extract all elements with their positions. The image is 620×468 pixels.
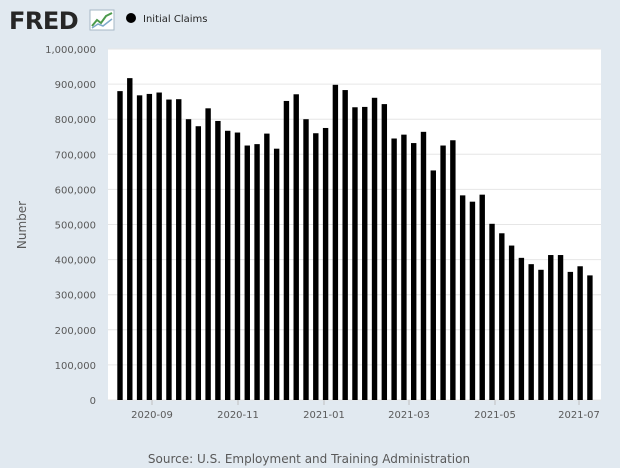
- bar: [244, 145, 250, 400]
- bar: [146, 93, 153, 400]
- line-graph-icon: [89, 9, 115, 31]
- legend[interactable]: Initial Claims: [126, 13, 207, 25]
- x-tick-label: 2021-01: [303, 410, 345, 421]
- bar: [557, 255, 564, 400]
- brand-name: FRED: [9, 7, 78, 35]
- bar: [440, 145, 446, 400]
- legend-label: Initial Claims: [143, 14, 207, 25]
- bar: [518, 257, 525, 400]
- bar: [508, 245, 515, 400]
- bar: [293, 94, 299, 401]
- bar: [391, 138, 397, 400]
- bar: [127, 78, 133, 401]
- bar: [459, 195, 466, 400]
- bar: [176, 99, 182, 401]
- bar: [362, 106, 368, 400]
- fred-logo[interactable]: FRED: [9, 7, 115, 35]
- bar: [587, 275, 593, 400]
- y-tick-label: 100,000: [55, 361, 96, 372]
- bar: [567, 271, 574, 400]
- y-tick-label: 600,000: [55, 185, 96, 196]
- y-axis-ticks: 0 100,000 200,000 300,000 400,000 500,000 600,…: [45, 45, 96, 407]
- bar: [205, 108, 211, 400]
- y-tick-label: 500,000: [55, 221, 96, 232]
- y-tick-label: 700,000: [55, 150, 96, 161]
- bar: [117, 91, 123, 401]
- y-tick-label: 900,000: [55, 80, 96, 91]
- x-tick-label: 2021-03: [388, 410, 430, 421]
- y-tick-label: 400,000: [55, 256, 96, 267]
- x-tick-label: 2020-11: [217, 410, 259, 421]
- y-tick-label: 0: [90, 396, 96, 407]
- bar: [430, 170, 436, 400]
- bar: [342, 90, 348, 400]
- bar: [371, 97, 378, 400]
- bar: [479, 194, 485, 400]
- bar: [156, 92, 162, 401]
- bar: [499, 233, 505, 400]
- bar: [273, 148, 280, 400]
- bar: [489, 223, 495, 400]
- bar: [548, 255, 554, 400]
- bar: [420, 131, 427, 400]
- y-axis-title: Number: [15, 201, 29, 249]
- y-tick-label: 200,000: [55, 326, 96, 337]
- y-tick-label: 1,000,000: [45, 45, 96, 56]
- bar: [283, 100, 290, 400]
- legend-marker: [126, 13, 136, 23]
- bar: [224, 130, 231, 400]
- bar: [254, 144, 260, 400]
- bar: [411, 143, 417, 400]
- y-tick-label: 300,000: [55, 291, 96, 302]
- bar: [322, 127, 329, 400]
- bar: [538, 269, 544, 400]
- bar: [313, 133, 319, 401]
- bar: [166, 99, 172, 400]
- bar: [381, 104, 388, 401]
- bar: [234, 132, 241, 400]
- x-tick-label: 2021-05: [474, 410, 516, 421]
- y-tick-label: 800,000: [55, 115, 96, 126]
- source-note: Source: U.S. Employment and Training Adm…: [148, 452, 470, 466]
- bar: [303, 119, 309, 400]
- bar: [136, 95, 143, 400]
- bar: [264, 133, 270, 400]
- bar: [577, 266, 583, 400]
- x-axis-ticks: 2020-09 2020-11 2021-01 2021-03 2021-05 2021-…: [131, 400, 600, 421]
- bar: [195, 126, 202, 400]
- bar: [469, 201, 476, 400]
- bar-series: [117, 78, 593, 401]
- bar: [528, 264, 534, 400]
- bar: [215, 120, 221, 400]
- bar: [352, 107, 358, 401]
- bar: [185, 119, 192, 400]
- bar: [450, 140, 456, 400]
- x-tick-label: 2020-09: [131, 410, 173, 421]
- bar: [401, 134, 407, 401]
- x-tick-label: 2021-07: [558, 410, 600, 421]
- bar: [332, 84, 339, 400]
